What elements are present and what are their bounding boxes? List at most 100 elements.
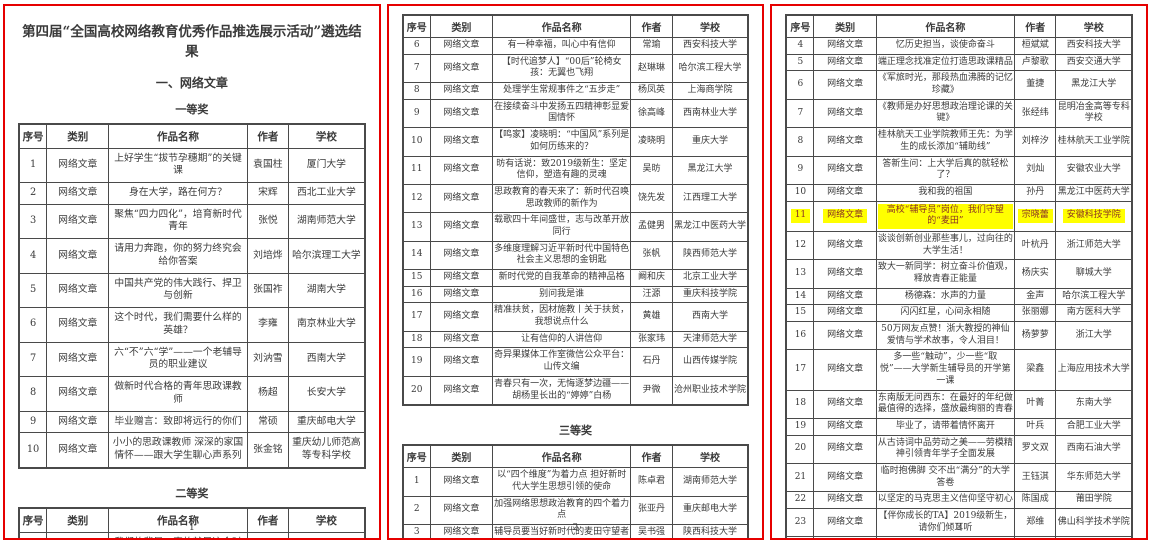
cell-author: 杨超 bbox=[246, 376, 290, 412]
cell-school: 哈尔滨工程大学 bbox=[1055, 287, 1133, 306]
cell-category: 网络文章 bbox=[429, 155, 494, 185]
awards-table: 序号 类别 作品名称 作者 学校 4 网络文章 忆历史担当，谈使命奋斗 桓斌斌 西安科技大学 5 网络… bbox=[785, 14, 1134, 538]
cell-school: 佛山科学技术学院 bbox=[1055, 507, 1133, 538]
cell-index: 5 bbox=[18, 272, 48, 309]
column-header: 序号 bbox=[18, 507, 48, 533]
table-row: 17 网络文章 多一些“触动”，少一些“取悦”——大学新生辅导员的开学第一课 梁鑫 上海… bbox=[785, 349, 1133, 391]
cell-index: 13 bbox=[402, 212, 431, 242]
second-prize-table-slot: 序号类别作品名称作者学校1网络文章我们的背景，真的就是这个时代吴闻川西北工业大学… bbox=[18, 506, 366, 538]
header-row: 序号 类别 作品名称 作者 学校 bbox=[18, 123, 366, 149]
cell-category: 网络文章 bbox=[46, 410, 110, 434]
cell-category: 网络文章 bbox=[813, 417, 877, 436]
table-row: 4 网络文章 忆历史担当，谈使命奋斗 桓斌斌 西安科技大学 bbox=[785, 37, 1133, 55]
cell-title: 以“四个维度”为着力点 担好新时代大学生思想引领的使命 bbox=[492, 467, 632, 497]
award-heading-third-prize: 三等奖 bbox=[559, 424, 592, 438]
cell-title: 昉有话说：致2019级新生：坚定信仰，塑造有趣的灵魂 bbox=[492, 155, 632, 185]
cell-index: 5 bbox=[785, 53, 815, 72]
column-header: 类别 bbox=[46, 507, 110, 533]
cell-category: 网络文章 bbox=[813, 349, 877, 391]
cell-school: 湖南师范大学 bbox=[288, 203, 366, 240]
cell-category: 网络文章 bbox=[813, 536, 877, 538]
cell-title: 在接续奋斗中发扬五四精神彰显爱国情怀 bbox=[492, 98, 632, 129]
document-title: 第四届“全国高校网络教育优秀作品推选展示活动”遴选结果 bbox=[22, 24, 362, 61]
cell-title: 《军旅时光，那段热血沸腾的记忆珍藏》 bbox=[875, 70, 1015, 100]
cell-author: 汪源 bbox=[630, 285, 673, 304]
cell-school: 湖南大学 bbox=[288, 272, 366, 309]
column-header: 作品名称 bbox=[492, 444, 632, 469]
cell-index: 17 bbox=[402, 302, 431, 332]
cell-school: 南京林业大学 bbox=[288, 307, 366, 343]
table-row: 12 网络文章 谈谈创新创业那些事儿，过向往的大学生活！ 叶杭丹 浙江师范大学 bbox=[785, 230, 1133, 261]
header-row: 序号 类别 作品名称 作者 学校 bbox=[402, 14, 749, 38]
cell-category: 网络文章 bbox=[46, 203, 110, 240]
cell-category: 网络文章 bbox=[429, 347, 494, 377]
cell-category: 网络文章 bbox=[46, 376, 110, 412]
cell-title: 新时代党的自我革命的精神品格 bbox=[492, 269, 632, 287]
first-prize-table-slot: 序号 类别 作品名称 作者 学校 1 网络文章 上好学生“拔节孕穗期”的关键课 袁国柱 厦门大学 2… bbox=[18, 122, 366, 469]
cell-index: 22 bbox=[785, 491, 815, 509]
table-row: 18 网络文章 东南版无问西东：在最好的年纪做最值得的选择，盛放最绚丽的青春 叶菁 东南… bbox=[785, 389, 1133, 419]
table-row: 10 网络文章 小小的思政课教师 深深的家国情怀——跟大学生聊心声系列 张金铭 重庆幼儿… bbox=[18, 432, 366, 469]
cell-category: 网络文章 bbox=[46, 531, 110, 538]
cell-category: 网络文章 bbox=[46, 147, 110, 183]
cell-school: 上海商学院 bbox=[671, 82, 749, 100]
cell-title: 我和我的祖国 bbox=[875, 183, 1015, 202]
cell-category: 网络文章 bbox=[813, 389, 877, 419]
cell-index: 14 bbox=[785, 287, 815, 306]
cell-category: 网络文章 bbox=[813, 507, 877, 538]
cell-author: 梁鑫 bbox=[1013, 349, 1057, 391]
page-number: 3 bbox=[956, 523, 963, 533]
cell-index: 4 bbox=[785, 37, 815, 55]
cell-school: 厦门大学 bbox=[288, 147, 366, 183]
cell-school: 哈尔滨理工大学 bbox=[288, 238, 366, 274]
cell-category: 网络文章 bbox=[429, 330, 494, 349]
cell-title: 思政教育的春天来了：新时代召唤思政教师的新作为 bbox=[492, 183, 632, 214]
cell-school: 黑龙江大学 bbox=[671, 155, 749, 185]
cell-index: 6 bbox=[785, 70, 815, 100]
table-row: 10 网络文章 【鸣家】凌晓明：“中国风”系列是如何历练来的？ 凌晓明 重庆大学 bbox=[402, 127, 749, 157]
cell-author: 赵琳琳 bbox=[630, 53, 673, 84]
cell-author: 张悦 bbox=[246, 203, 290, 240]
cell-index: 11 bbox=[402, 155, 431, 185]
cell-school: 华南农业大学 bbox=[1055, 536, 1133, 538]
cell-author: 吴闻川 bbox=[246, 531, 290, 538]
cell-author: 常瑜 bbox=[630, 37, 673, 55]
cell-author: 刘培烨 bbox=[246, 238, 290, 274]
cell-author: 吴书强 bbox=[630, 523, 673, 538]
cell-category: 网络文章 bbox=[429, 467, 494, 497]
cell-author: 杨庆实 bbox=[1013, 259, 1057, 289]
cell-index: 9 bbox=[18, 410, 48, 434]
cell-title: 别问我是谁 bbox=[492, 285, 632, 304]
cell-title: 从古诗词中品劳动之美——劳模精神引领青年学子全面发展 bbox=[875, 434, 1015, 464]
cell-author: 张亚丹 bbox=[630, 495, 673, 525]
cell-author: 常硕 bbox=[246, 410, 290, 434]
cell-title: 【伴你成长的TA】2019级新生，请你们倾耳听 bbox=[875, 507, 1015, 538]
table-row: 19 网络文章 毕业了，请带着情怀离开 叶兵 合肥工业大学 bbox=[785, 417, 1133, 436]
column-header: 作者 bbox=[630, 14, 673, 38]
table-row: 8 网络文章 做新时代合格的青年思政课教师 杨超 长安大学 bbox=[18, 376, 366, 412]
column-header: 序号 bbox=[402, 14, 431, 38]
awards-table: 序号类别作品名称作者学校1网络文章我们的背景，真的就是这个时代吴闻川西北工业大学… bbox=[18, 506, 366, 538]
cell-index: 16 bbox=[785, 321, 815, 351]
column-header: 类别 bbox=[813, 14, 877, 38]
header-row: 序号 类别 作品名称 作者 学校 bbox=[402, 444, 749, 469]
column-header: 作品名称 bbox=[875, 14, 1015, 38]
cell-title: 毕业赠言：致即将远行的你们 bbox=[108, 410, 248, 434]
highlighted-text: 网络文章 bbox=[823, 209, 868, 224]
page-number: 1 bbox=[188, 523, 195, 533]
table-row: 2 网络文章 加强网络思想政治教育的四个着力点 张亚丹 重庆邮电大学 bbox=[402, 495, 749, 525]
cell-title: 身在大学，路在何方？ bbox=[108, 181, 248, 205]
cell-title: 《教师是办好思想政治理论课的关键》 bbox=[875, 98, 1015, 129]
cell-author: 宋辉 bbox=[246, 181, 290, 205]
cell-title: 忆历史担当，谈使命奋斗 bbox=[875, 37, 1015, 55]
table-row: 9 网络文章 在接续奋斗中发扬五四精神彰显爱国情怀 徐高峰 西南林业大学 bbox=[402, 98, 749, 129]
awards-table: 序号 类别 作品名称 作者 学校 1 网络文章 上好学生“拔节孕穗期”的关键课 袁国柱 厦门大学 2… bbox=[18, 122, 366, 469]
column-header: 学校 bbox=[288, 507, 366, 533]
table-row: 15 网络文章 闪闪红星，心间永相随 张丽娜 南方医科大学 bbox=[785, 304, 1133, 323]
cell-school: 黑龙江中医药大学 bbox=[1055, 183, 1133, 202]
cell-index: 8 bbox=[18, 376, 48, 412]
cell-title: 精准扶贫，因材施教丨关于扶贫，我想说点什么 bbox=[492, 302, 632, 332]
cell-school: 西南林业大学 bbox=[671, 98, 749, 129]
cell-category: 网络文章 bbox=[813, 70, 877, 100]
